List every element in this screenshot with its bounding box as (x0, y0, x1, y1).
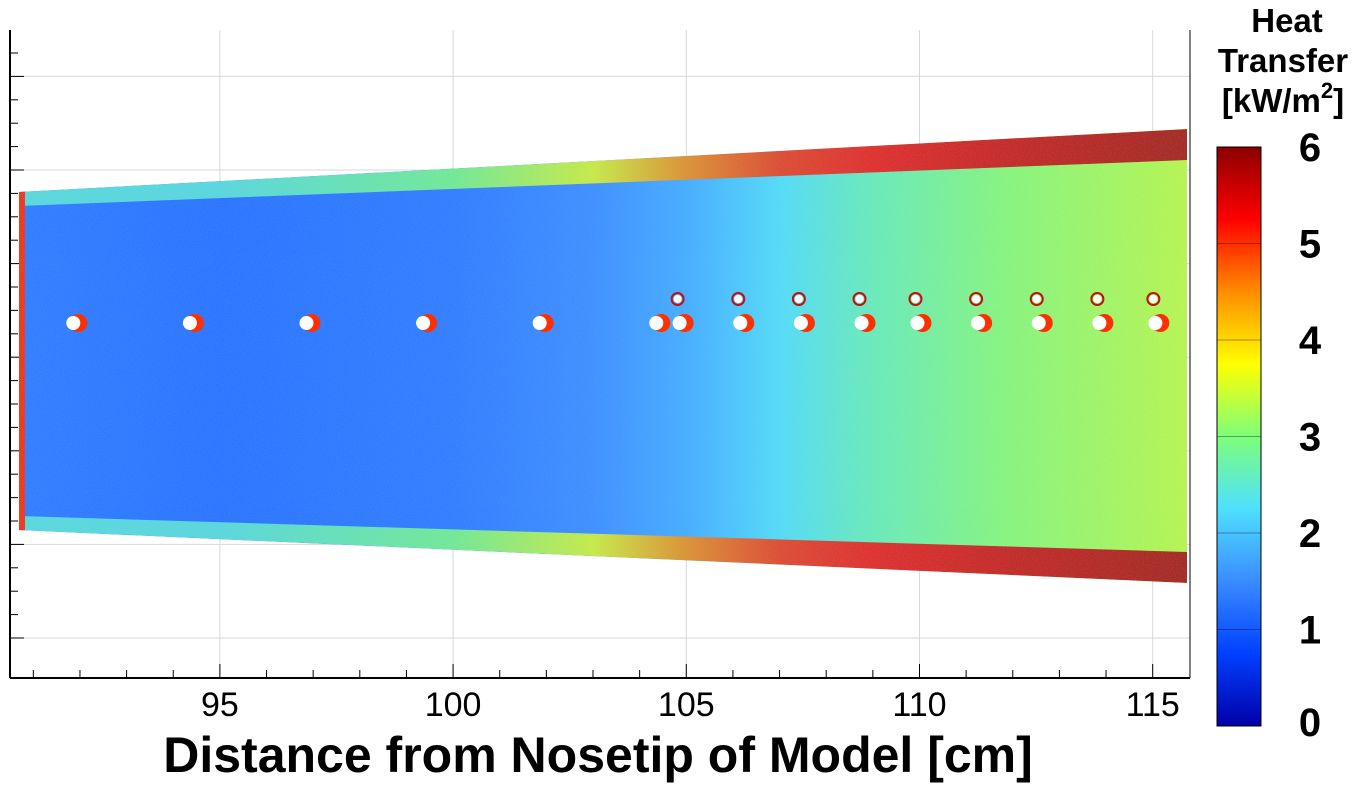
roughness-element (1029, 292, 1053, 332)
surface-noise (19, 129, 1187, 583)
colorbar-tick-label: 3 (1299, 416, 1321, 460)
colorbar-ticks: 0 1 2 3 4 5 6 (1217, 126, 1322, 745)
roughness-element (299, 314, 321, 332)
roughness-element (532, 314, 554, 332)
roughness-element (852, 292, 876, 332)
roughness-element (731, 292, 755, 332)
roughness-element (66, 314, 88, 332)
colorbar-tick-label: 6 (1299, 126, 1321, 170)
roughness-element (670, 292, 694, 332)
colorbar-tick-label: 1 (1299, 609, 1321, 653)
roughness-element (649, 314, 671, 332)
roughness-element (1146, 292, 1170, 332)
roughness-element (908, 292, 932, 332)
colorbar-unit: [kW/m (1222, 82, 1321, 119)
x-axis-title: Distance from Nosetip of Model [cm] (163, 727, 1033, 783)
roughness-element (1090, 292, 1114, 332)
plot-area: 95 100 105 110 115 (9, 30, 1191, 724)
colorbar-tick-label: 2 (1299, 512, 1321, 556)
colorbar-tick-label: 4 (1299, 319, 1322, 363)
roughness-element (416, 314, 438, 332)
x-tick-label: 110 (892, 686, 946, 724)
colorbar-title-line-3: [kW/m2] (1222, 78, 1344, 119)
colorbar-unit-exponent: 2 (1321, 78, 1333, 103)
heat-map-surface (19, 129, 1187, 583)
roughness-element (791, 292, 815, 332)
x-tick-label: 95 (201, 686, 239, 724)
colorbar-title-line-1: Heat (1251, 2, 1323, 39)
x-tick-label: 115 (1126, 686, 1180, 724)
x-axis-ticks: 95 100 105 110 115 (32, 664, 1180, 724)
colorbar-tick-label: 0 (1299, 701, 1321, 745)
roughness-element (969, 292, 993, 332)
colorbar-tick-label: 5 (1299, 223, 1321, 267)
roughness-elements (66, 292, 1170, 332)
x-tick-label: 105 (658, 686, 715, 724)
colorbar-title-line-2: Transfer (1218, 42, 1348, 79)
colorbar-unit-close: ] (1333, 82, 1344, 119)
x-tick-label: 100 (425, 686, 482, 724)
colorbar-bar (1216, 146, 1262, 727)
roughness-element (182, 314, 204, 332)
